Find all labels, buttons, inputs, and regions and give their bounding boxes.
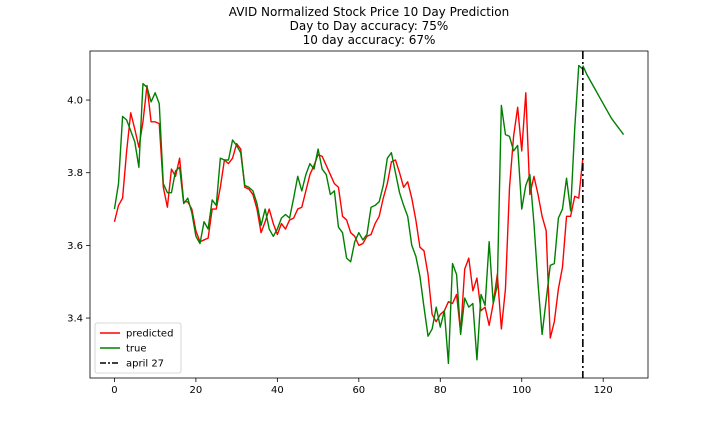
series-line-true	[113, 64, 584, 365]
y-tick-label: 3.4	[67, 314, 83, 325]
series-line-predicted	[113, 84, 584, 339]
x-tick-label: 40	[271, 385, 284, 396]
x-tick-label: 80	[434, 385, 447, 396]
chart-title-line: AVID Normalized Stock Price 10 Day Predi…	[229, 5, 509, 19]
y-axis: 3.4 3.6 3.8 4.0	[67, 96, 90, 325]
series-line-forecast	[582, 65, 625, 135]
y-tick-label: 3.6	[67, 241, 83, 252]
series-layer	[113, 51, 625, 378]
legend-label: predicted	[126, 329, 173, 340]
legend: predicted true april 27	[94, 322, 182, 374]
chart-title-line: 10 day accuracy: 67%	[303, 33, 436, 47]
legend-label: true	[126, 344, 147, 355]
x-tick-label: 60	[352, 385, 365, 396]
x-tick-label: 0	[111, 385, 117, 396]
x-axis: 0 20 40 60 80 100 120	[111, 378, 613, 396]
legend-box	[94, 322, 182, 374]
legend-label: april 27	[126, 359, 164, 370]
x-tick-label: 120	[594, 385, 613, 396]
chart-title: AVID Normalized Stock Price 10 Day Predi…	[229, 5, 509, 47]
y-tick-label: 4.0	[67, 96, 83, 107]
plot-area	[89, 50, 649, 379]
x-tick-label: 100	[512, 385, 531, 396]
x-tick-label: 20	[190, 385, 203, 396]
chart-title-line: Day to Day accuracy: 75%	[290, 19, 449, 33]
y-tick-label: 3.8	[67, 168, 83, 179]
